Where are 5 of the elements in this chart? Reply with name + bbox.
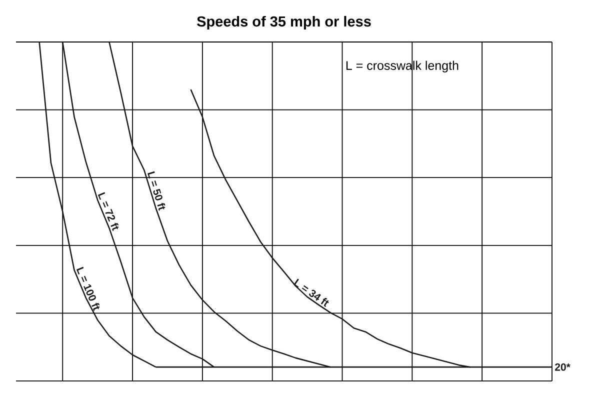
text: L = 100 ft — [76, 266, 100, 311]
text: L = 50 ft — [148, 171, 166, 211]
series-label: 20* — [555, 363, 570, 371]
text: L = 72 ft — [98, 192, 119, 232]
chart-title: Speeds of 35 mph or less — [196, 16, 371, 30]
